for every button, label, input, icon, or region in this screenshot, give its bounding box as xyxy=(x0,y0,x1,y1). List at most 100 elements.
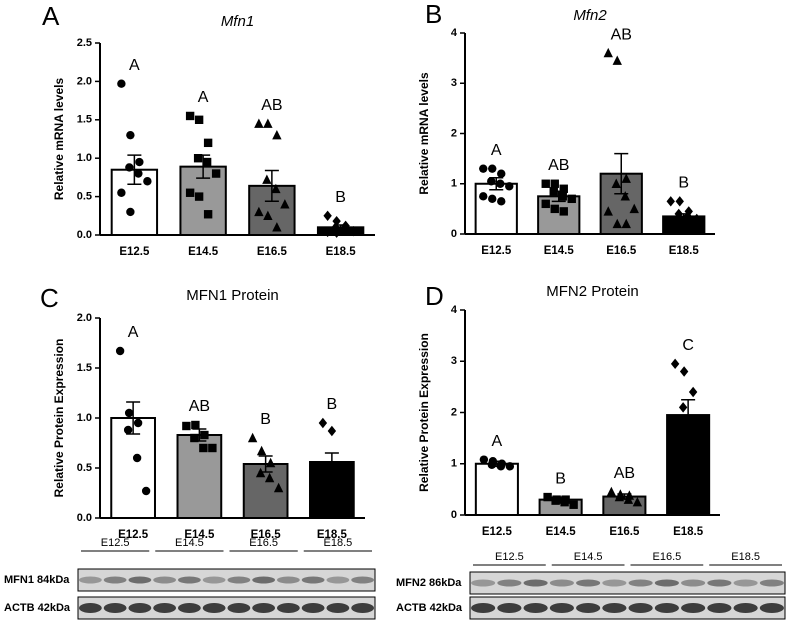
data-point xyxy=(606,486,617,497)
data-point xyxy=(263,210,273,220)
blot-band xyxy=(576,603,601,613)
significance-letter: C xyxy=(682,337,694,354)
error-bar xyxy=(264,169,279,202)
data-point xyxy=(541,179,550,188)
data-point xyxy=(327,425,337,437)
data-point xyxy=(679,366,689,377)
blot-band xyxy=(202,603,226,613)
y-axis-label: Relative Protein Expression xyxy=(52,339,66,498)
lane-label: E14.5 xyxy=(175,537,204,549)
data-point xyxy=(670,358,680,370)
y-tick-label: 2 xyxy=(451,406,457,418)
data-point xyxy=(349,225,358,237)
blot-row-label: ACTB 42kDa xyxy=(396,602,463,614)
data-point xyxy=(479,455,489,464)
blot-band xyxy=(326,603,350,613)
data-point xyxy=(621,218,631,229)
blot-band xyxy=(681,579,706,587)
y-tick-label: 0.0 xyxy=(77,229,92,241)
y-tick-label: 1 xyxy=(451,458,457,470)
data-point xyxy=(202,157,212,167)
significance-letter: B xyxy=(335,189,346,206)
significance-letter: AB xyxy=(189,398,210,415)
blot-strip xyxy=(77,568,376,592)
significance-letter: AB xyxy=(611,26,632,43)
blot-strip xyxy=(469,596,786,620)
blot-band xyxy=(759,603,784,613)
blot-band xyxy=(153,603,177,613)
x-tick-label: E16.5 xyxy=(606,245,637,257)
data-point xyxy=(543,492,552,502)
data-point xyxy=(190,433,199,443)
data-point xyxy=(272,129,282,140)
data-point xyxy=(614,491,625,502)
error-bar xyxy=(681,398,696,432)
data-point xyxy=(612,218,622,229)
blot-band xyxy=(103,603,127,613)
lane-label: E12.5 xyxy=(495,551,524,563)
panel-label: A xyxy=(42,1,60,31)
significance-letter: A xyxy=(492,433,503,450)
data-point xyxy=(621,173,631,183)
data-point xyxy=(505,182,514,191)
significance-letter: AB xyxy=(548,157,569,174)
significance-letter: A xyxy=(129,57,140,74)
data-point xyxy=(271,183,281,194)
x-tick-label: E18.5 xyxy=(317,529,348,541)
blot-band xyxy=(497,603,522,613)
significance-letter: B xyxy=(327,396,338,413)
blot-band xyxy=(252,576,276,584)
blot-row-label: ACTB 42kDa xyxy=(4,602,71,614)
blot-band xyxy=(128,603,152,613)
data-point xyxy=(264,472,275,483)
y-axis-label: Relative mRNA levels xyxy=(417,72,431,195)
data-point xyxy=(675,196,684,207)
blot-band xyxy=(78,576,102,584)
blot-band xyxy=(707,603,732,613)
data-point xyxy=(666,216,675,227)
y-tick-label: 3 xyxy=(451,77,457,89)
blot-band xyxy=(276,576,300,584)
data-point xyxy=(273,482,284,493)
data-point xyxy=(569,500,578,509)
blot-band xyxy=(301,603,325,613)
significance-letter: AB xyxy=(614,465,635,482)
data-point xyxy=(488,164,497,173)
data-point xyxy=(256,445,267,456)
blot-band xyxy=(128,576,152,584)
blot-band xyxy=(177,603,201,613)
blot-strip xyxy=(469,571,786,595)
data-point xyxy=(479,192,488,201)
error-bar xyxy=(324,452,339,472)
data-point xyxy=(688,386,698,398)
y-tick-label: 1.5 xyxy=(77,362,92,374)
data-point xyxy=(203,210,213,219)
y-axis-label: Relative mRNA levels xyxy=(52,78,66,201)
data-point xyxy=(255,467,266,478)
data-point xyxy=(612,55,622,65)
data-point xyxy=(318,417,328,429)
data-point xyxy=(550,179,559,188)
data-point xyxy=(143,177,152,186)
y-tick-label: 0.0 xyxy=(77,512,92,524)
data-point xyxy=(629,203,639,214)
lane-label: E12.5 xyxy=(101,537,130,549)
bar xyxy=(474,182,518,235)
bar xyxy=(248,184,296,237)
data-point xyxy=(280,199,290,209)
data-point xyxy=(133,418,143,428)
data-point xyxy=(340,223,349,235)
blot-band xyxy=(177,576,201,584)
significance-letter: AB xyxy=(261,97,282,114)
data-point xyxy=(193,154,203,163)
significance-letter: A xyxy=(128,324,139,341)
y-tick-label: 1.0 xyxy=(77,152,92,164)
lane-label: E18.5 xyxy=(324,537,353,549)
lane-label: E16.5 xyxy=(249,537,278,549)
data-point xyxy=(487,460,497,469)
data-point xyxy=(332,227,341,238)
blot-row-label: MFN2 86kDa xyxy=(396,577,462,589)
blot-band xyxy=(628,579,653,587)
data-point xyxy=(675,218,684,230)
data-point xyxy=(323,210,332,221)
